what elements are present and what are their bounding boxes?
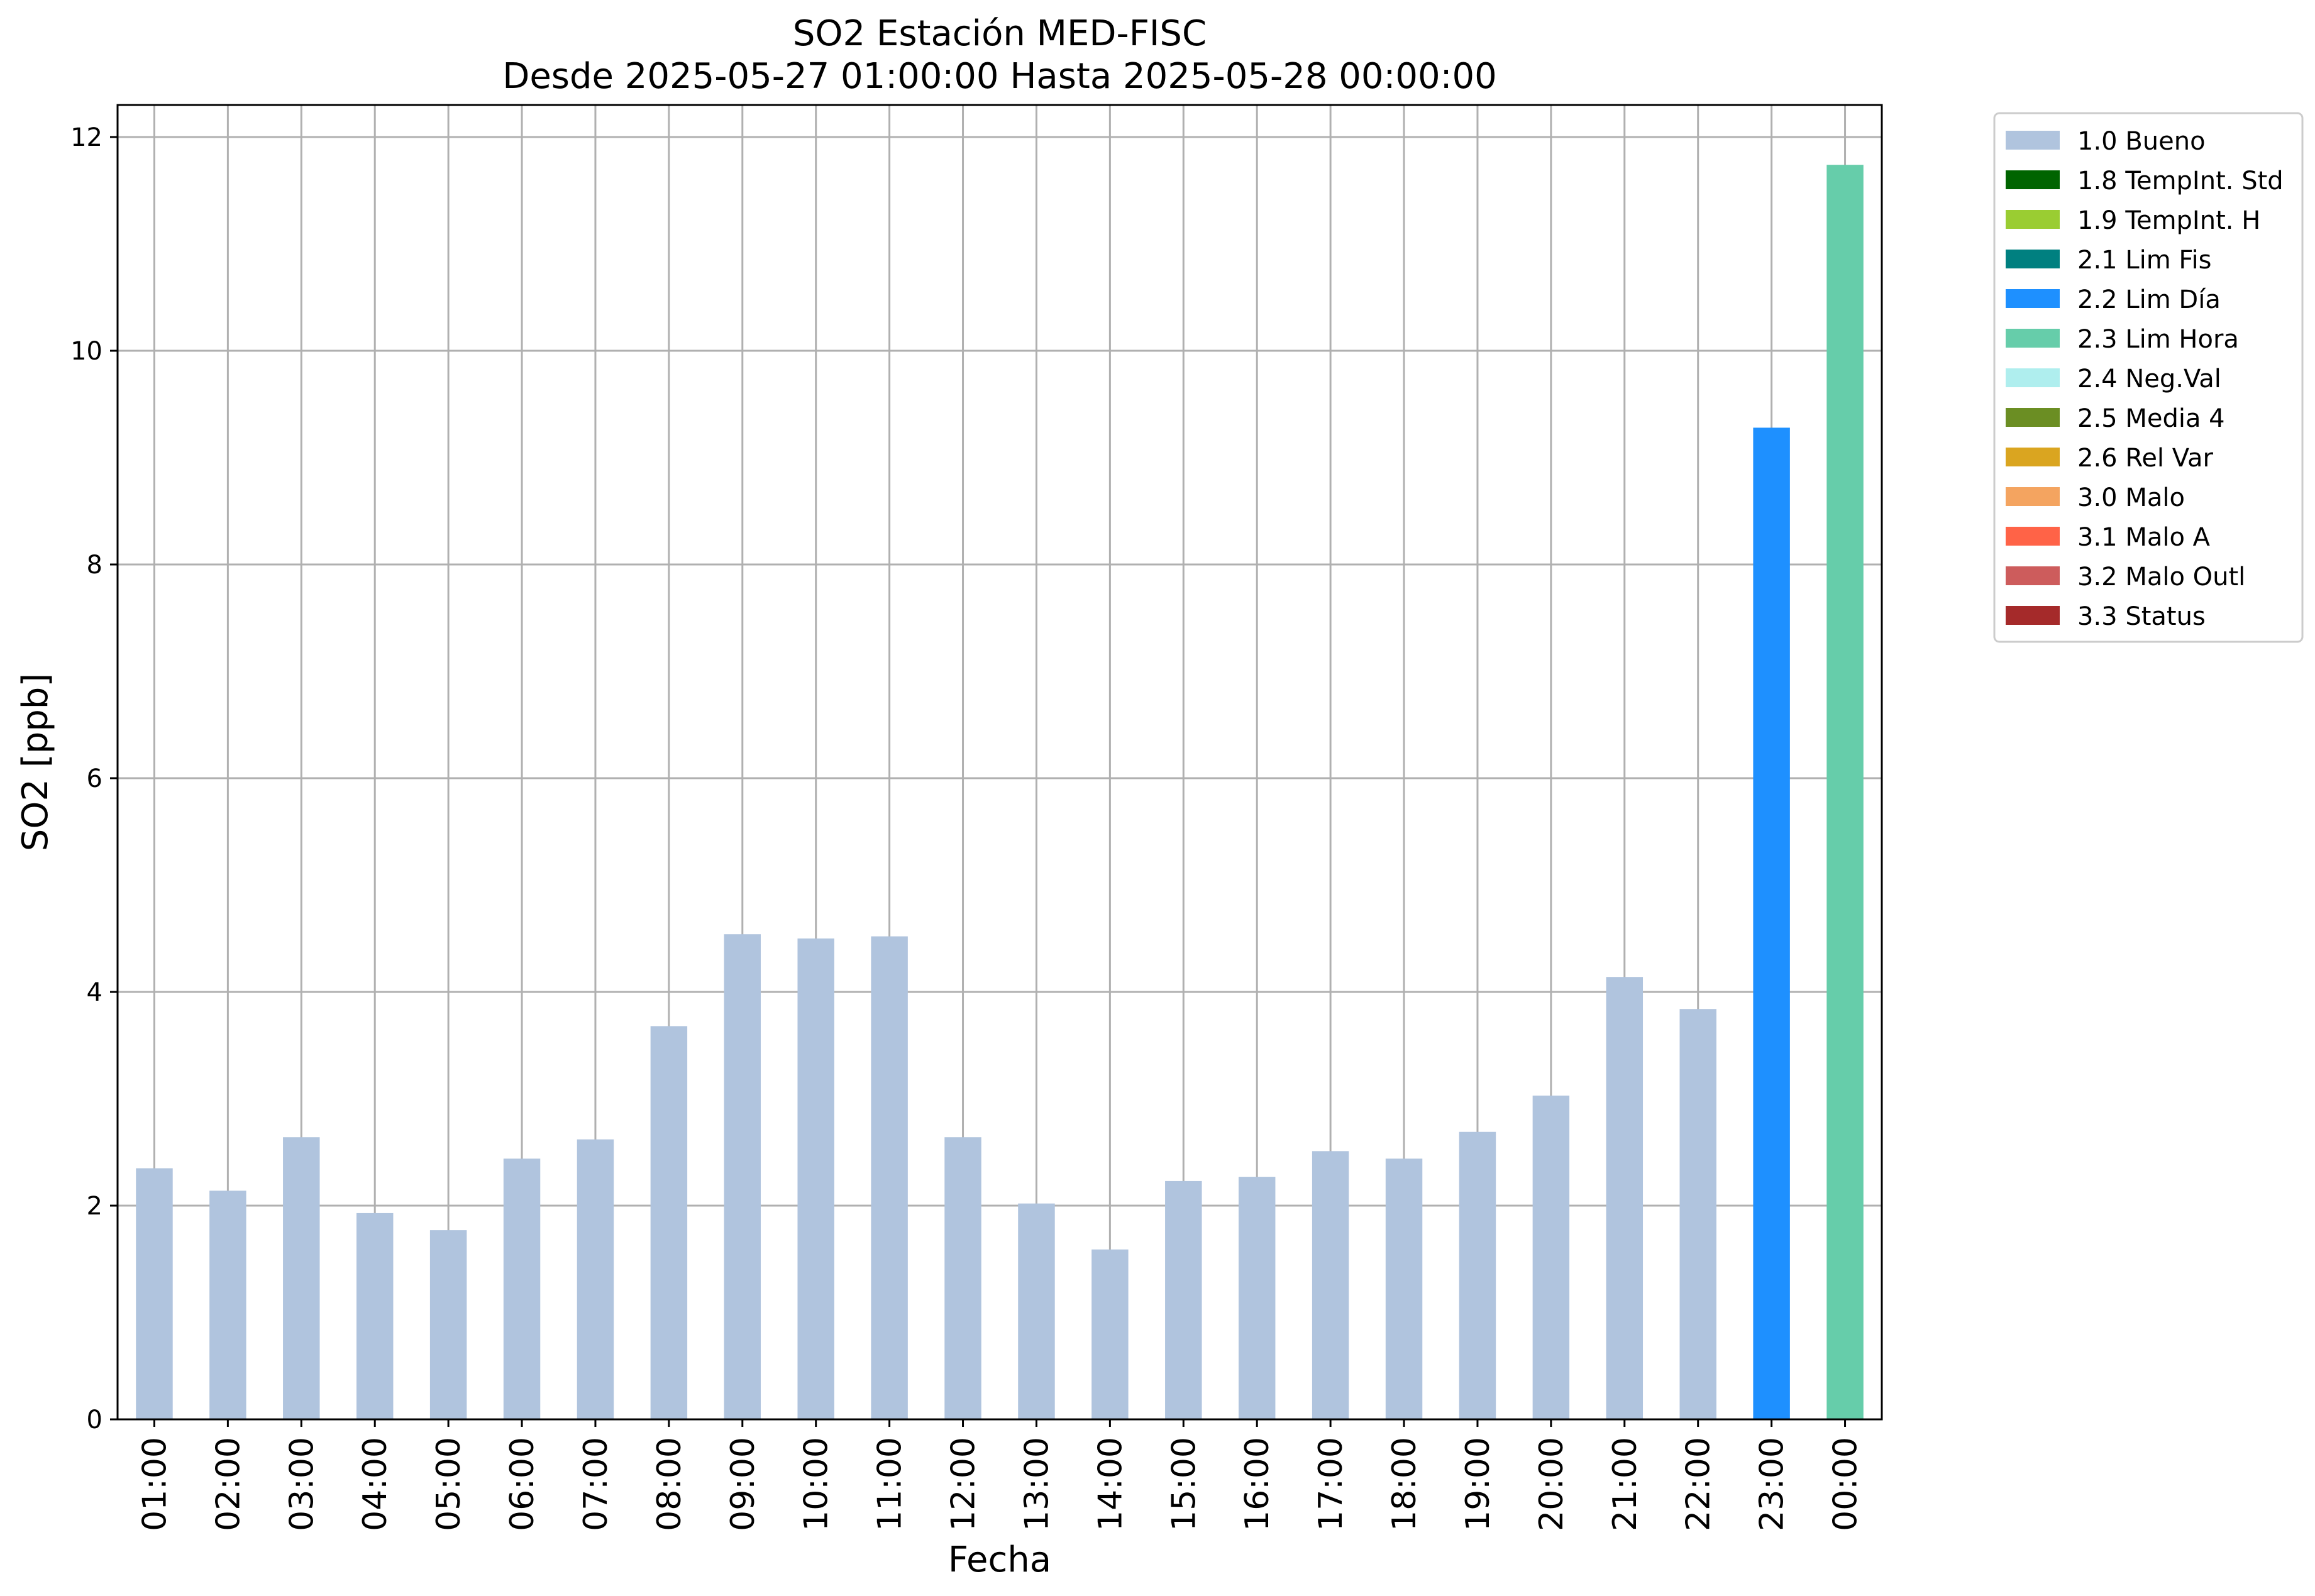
bar-2000 (1532, 1095, 1570, 1419)
legend-label: 3.0 Malo (2077, 483, 2185, 512)
legend-label: 2.6 Rel Var (2077, 444, 2214, 473)
legend-label: 3.3 Status (2077, 602, 2206, 631)
bar-0500 (429, 1230, 467, 1419)
x-axis-label: Fecha (948, 1539, 1051, 1580)
chart-subtitle: Desde 2025-05-27 01:00:00 Hasta 2025-05-… (502, 56, 1497, 97)
legend-swatch (2006, 408, 2060, 427)
x-tick-label: 06:00 (504, 1437, 541, 1531)
bar-1700 (1312, 1151, 1349, 1419)
bar-0100 (136, 1168, 173, 1419)
x-tick-label: 03:00 (283, 1437, 321, 1531)
x-tick-label: 20:00 (1533, 1437, 1571, 1531)
bar-0700 (577, 1139, 614, 1419)
plot-frame (116, 104, 1883, 1421)
bar-1900 (1459, 1131, 1496, 1419)
legend-label: 2.2 Lim Día (2077, 285, 2221, 314)
bar-2200 (1679, 1009, 1716, 1419)
x-tick-label: 11:00 (871, 1437, 909, 1531)
legend-label: 2.5 Media 4 (2077, 404, 2225, 433)
y-tick-label: 2 (87, 1192, 102, 1221)
x-tick-label: 05:00 (430, 1437, 468, 1531)
legend-swatch (2006, 250, 2060, 268)
y-ticks: 0 2 4 6 8 10 12 (70, 123, 118, 1434)
legend-swatch (2006, 527, 2060, 546)
bar-1100 (871, 936, 908, 1419)
legend-label: 1.8 TempInt. Std (2077, 167, 2284, 195)
legend-label: 3.1 Malo A (2077, 523, 2211, 552)
y-tick-label: 6 (87, 764, 102, 793)
legend-label: 2.1 Lim Fis (2077, 246, 2211, 275)
legend-label: 2.3 Lim Hora (2077, 325, 2239, 354)
x-tick-label: 19:00 (1459, 1437, 1497, 1531)
y-tick-label: 12 (70, 123, 102, 152)
y-tick-label: 8 (87, 551, 102, 580)
legend-swatch (2006, 368, 2060, 387)
bar-1400 (1091, 1249, 1129, 1419)
bar-1600 (1238, 1177, 1276, 1419)
x-ticks: 01:00 02:00 03:00 04:00 05:00 06:00 07:00 08:00… (136, 1419, 1865, 1531)
legend-label: 1.9 TempInt. H (2077, 206, 2260, 235)
legend-swatch (2006, 329, 2060, 348)
bar-layer (136, 165, 1864, 1420)
bar-1800 (1385, 1158, 1423, 1419)
bar-0600 (503, 1158, 541, 1419)
legend-swatch (2006, 606, 2060, 625)
x-tick-label: 13:00 (1018, 1437, 1056, 1531)
legend-swatch (2006, 566, 2060, 585)
legend-box (1993, 112, 2304, 643)
chart-title: SO2 Estación MED-FISC (793, 13, 1207, 54)
bar-1300 (1018, 1203, 1055, 1419)
legend-swatch (2006, 448, 2060, 466)
legend-swatch (2006, 210, 2060, 229)
x-tick-label: 04:00 (356, 1437, 394, 1531)
legend-swatch (2006, 131, 2060, 150)
legend-label: 3.2 Malo Outl (2077, 563, 2245, 592)
bar-0000 (1826, 165, 1864, 1420)
legend-label: 2.4 Neg.Val (2077, 365, 2221, 393)
y-axis-label: SO2 [ppb] (15, 673, 56, 851)
x-tick-label: 09:00 (724, 1437, 762, 1531)
legend-swatch (2006, 170, 2060, 189)
y-tick-label: 4 (87, 978, 102, 1007)
legend-swatch (2006, 487, 2060, 506)
x-tick-label: 16:00 (1239, 1437, 1276, 1531)
bar-2100 (1606, 977, 1644, 1419)
x-tick-label: 12:00 (945, 1437, 983, 1531)
x-tick-label: 22:00 (1680, 1437, 1718, 1531)
x-tick-label: 02:00 (209, 1437, 247, 1531)
x-tick-label: 00:00 (1827, 1437, 1865, 1531)
legend-label: 1.0 Bueno (2077, 127, 2206, 156)
x-tick-label: 08:00 (651, 1437, 688, 1531)
x-tick-label: 10:00 (798, 1437, 836, 1531)
x-tick-label: 21:00 (1606, 1437, 1644, 1531)
legend-swatch (2006, 289, 2060, 308)
bar-2300 (1753, 427, 1790, 1419)
bar-0900 (724, 934, 761, 1419)
bar-0200 (209, 1191, 246, 1419)
x-tick-label: 17:00 (1312, 1437, 1350, 1531)
bar-0800 (650, 1026, 688, 1419)
bar-1200 (944, 1137, 981, 1419)
x-tick-label: 14:00 (1091, 1437, 1129, 1531)
y-tick-label: 10 (70, 337, 102, 366)
x-tick-label: 23:00 (1754, 1437, 1791, 1531)
x-tick-label: 01:00 (136, 1437, 174, 1531)
bar-0400 (356, 1213, 394, 1419)
legend: 1.0 Bueno 1.8 TempInt. Std 1.9 TempInt. H 2… (1993, 112, 2304, 643)
x-tick-label: 15:00 (1165, 1437, 1203, 1531)
bar-0300 (283, 1137, 320, 1419)
legend-items: 1.0 Bueno 1.8 TempInt. Std 1.9 TempInt. H 2… (2006, 127, 2284, 631)
x-tick-label: 07:00 (577, 1437, 615, 1531)
bar-1000 (797, 938, 834, 1419)
bar-1500 (1165, 1180, 1202, 1419)
y-tick-label: 0 (87, 1406, 102, 1434)
x-tick-label: 18:00 (1386, 1437, 1423, 1531)
